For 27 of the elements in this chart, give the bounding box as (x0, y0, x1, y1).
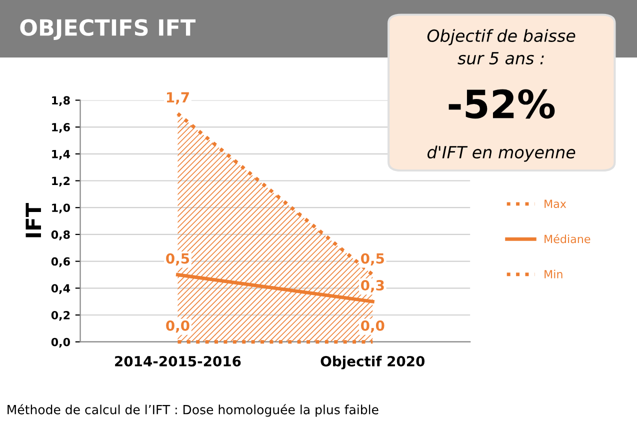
annotation: -52% (448, 89, 555, 119)
y-tick-label: 0,6 (51, 257, 70, 268)
y-axis-title: IFT (26, 203, 41, 238)
y-tick-label: 1,0 (52, 204, 70, 214)
x-tick-label: Objectif 2020 (320, 356, 425, 370)
data-label: 0,3 (361, 280, 384, 292)
legend-label: Max (544, 200, 566, 208)
y-tick-label: 0,4 (51, 284, 70, 294)
text: Méthode de calcul de l’IFT : Dose homologuée la plus faible (8, 404, 378, 417)
y-tick-label: 0,8 (51, 230, 70, 240)
data-label: 0,0 (166, 320, 190, 333)
legend-label: Médiane (544, 234, 590, 244)
legend-label: Min (544, 270, 562, 278)
y-tick-label: 1,2 (52, 176, 70, 187)
y-tick-label: 0,2 (51, 310, 70, 321)
chart-title: OBJECTIFS IFT (20, 19, 196, 40)
y-tick-label: 1,4 (52, 150, 70, 160)
data-label: 0,5 (361, 253, 384, 266)
data-label: 1,7 (166, 92, 189, 104)
annotation: d'IFT en moyenne (427, 146, 576, 162)
x-tick-label: 2014-2015-2016 (115, 356, 241, 366)
y-tick-label: 0,0 (51, 338, 70, 348)
y-tick-label: 1,6 (52, 123, 70, 133)
text: Objectif de baisse sur 5 ans : (427, 29, 576, 64)
data-label: 0,5 (166, 253, 190, 266)
y-tick-label: 1,8 (52, 96, 70, 106)
data-label: 0,0 (361, 320, 384, 333)
